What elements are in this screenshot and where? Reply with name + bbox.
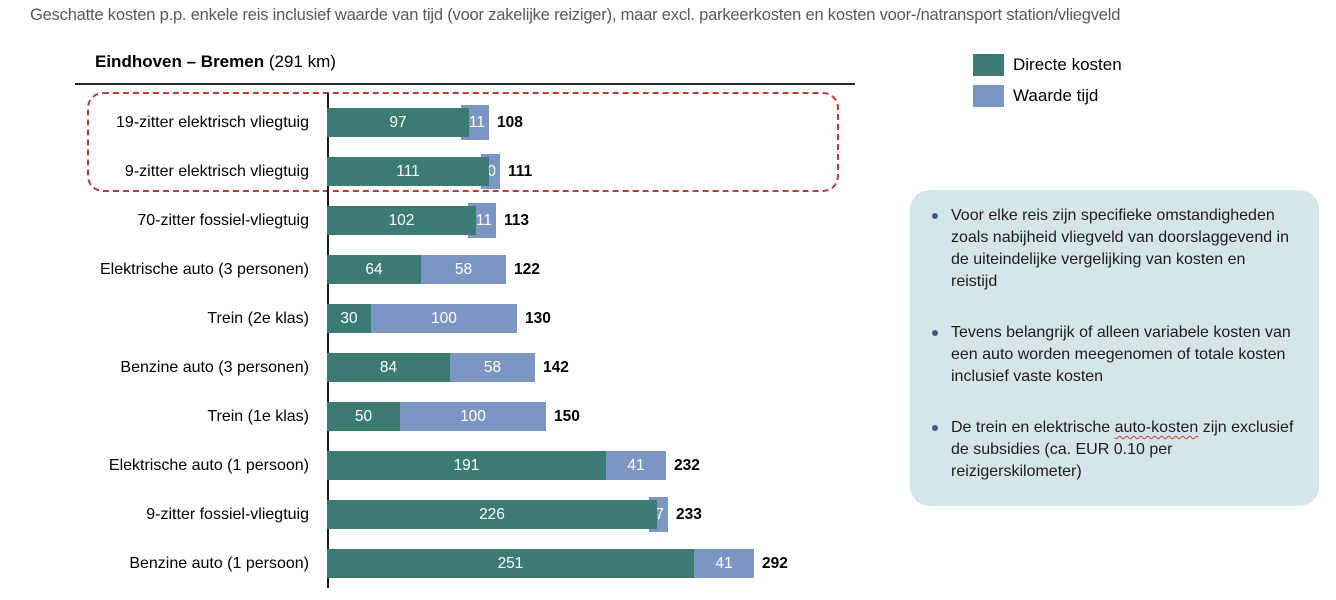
direct-cost-segment: 30: [327, 304, 371, 333]
legend-item-direct: Directe kosten: [973, 54, 1122, 76]
bar-row: 70-zitter fossiel-vliegtuig 102 11 113: [0, 196, 880, 245]
note-bullet: Voor elke reis zijn specifieke omstandig…: [925, 205, 1295, 293]
time-value-segment: 100: [371, 304, 517, 333]
legend-item-time: Waarde tijd: [973, 85, 1122, 107]
notes-callout-box: Voor elke reis zijn specifieke omstandig…: [910, 190, 1319, 506]
time-value-segment: 41: [694, 549, 754, 578]
bar-track: 64 58 122: [327, 245, 880, 294]
y-axis-line: [327, 93, 329, 588]
bar-row: Elektrische auto (3 personen) 64 58 122: [0, 245, 880, 294]
time-value-swatch-icon: [973, 85, 1004, 107]
bar-track: 251 41 292: [327, 539, 880, 588]
bar-track: 84 58 142: [327, 343, 880, 392]
category-label: 19-zitter elektrisch vliegtuig: [116, 113, 309, 131]
bar-row: Trein (1e klas) 50 100 150: [0, 392, 880, 441]
bar-row: Trein (2e klas) 30 100 130: [0, 294, 880, 343]
note-text: Tevens belangrijk of alleen variabele ko…: [951, 324, 1291, 385]
direct-cost-segment: 50: [327, 402, 400, 431]
category-label: Benzine auto (3 personen): [120, 358, 309, 376]
note-text: Voor elke reis zijn specifieke omstandig…: [951, 207, 1290, 290]
category-label: Benzine auto (1 persoon): [129, 554, 309, 572]
electric-aircraft-highlight-box: [87, 92, 839, 192]
total-cost-label: 122: [514, 260, 540, 278]
direct-cost-segment: 111: [327, 157, 489, 186]
time-value-segment: 58: [450, 353, 535, 382]
total-cost-label: 111: [508, 162, 533, 180]
category-label: Elektrische auto (3 personen): [100, 260, 309, 278]
time-value-segment: 58: [421, 255, 506, 284]
bar-track: 111 0 111: [327, 147, 880, 196]
note-bullet: Tevens belangrijk of alleen variabele ko…: [925, 322, 1295, 388]
bar-track: 102 11 113: [327, 196, 880, 245]
total-cost-label: 142: [543, 358, 569, 376]
bullet-dot-icon: [932, 213, 938, 219]
total-cost-label: 130: [525, 309, 551, 327]
page-title: Geschatte kosten p.p. enkele reis inclus…: [30, 6, 1121, 24]
direct-cost-segment: 64: [327, 255, 421, 284]
category-label: Elektrische auto (1 persoon): [108, 456, 309, 474]
bar-track: 191 41 232: [327, 441, 880, 490]
bar-row: Benzine auto (3 personen) 84 58 142: [0, 343, 880, 392]
chart-title-distance: (291 km): [264, 52, 336, 71]
total-cost-label: 113: [504, 211, 530, 229]
bar-chart: 19-zitter elektrisch vliegtuig 97 11 108 9-z…: [0, 93, 880, 588]
legend-label-time: Waarde tijd: [1013, 86, 1099, 105]
bar-track: 226 7 233: [327, 490, 880, 539]
bar-row: 9-zitter elektrisch vliegtuig 111 0 111: [0, 147, 880, 196]
direct-cost-segment: 191: [327, 451, 606, 480]
total-cost-label: 108: [497, 113, 523, 131]
total-cost-label: 233: [676, 505, 702, 523]
chart-title-underline: [75, 83, 855, 85]
total-cost-label: 292: [762, 554, 788, 572]
total-cost-label: 232: [674, 456, 700, 474]
bar-row: 9-zitter fossiel-vliegtuig 226 7 233: [0, 490, 880, 539]
chart-legend: Directe kosten Waarde tijd: [973, 54, 1122, 107]
bar-row: Elektrische auto (1 persoon) 191 41 232: [0, 441, 880, 490]
bullet-dot-icon: [932, 330, 938, 336]
direct-cost-segment: 226: [327, 500, 657, 529]
bar-track: 30 100 130: [327, 294, 880, 343]
category-label: 9-zitter fossiel-vliegtuig: [146, 505, 309, 523]
category-label: Trein (2e klas): [207, 309, 309, 327]
category-label: 70-zitter fossiel-vliegtuig: [137, 211, 309, 229]
bullet-dot-icon: [932, 425, 938, 431]
legend-label-direct: Directe kosten: [1013, 55, 1122, 74]
time-value-segment: 100: [400, 402, 546, 431]
direct-cost-segment: 102: [327, 206, 476, 235]
bar-row: Benzine auto (1 persoon) 251 41 292: [0, 539, 880, 588]
bar-track: 97 11 108: [327, 98, 880, 147]
bar-row: 19-zitter elektrisch vliegtuig 97 11 108: [0, 98, 880, 147]
category-label: Trein (1e klas): [207, 407, 309, 425]
direct-costs-swatch-icon: [973, 54, 1004, 76]
category-label: 9-zitter elektrisch vliegtuig: [124, 162, 309, 180]
chart-title-route: Eindhoven – Bremen: [95, 52, 265, 71]
time-value-segment: 41: [606, 451, 666, 480]
chart-title: Eindhoven – Bremen (291 km): [95, 52, 336, 72]
direct-cost-segment: 251: [327, 549, 694, 578]
note-text: De trein en elektrische auto-kosten zijn…: [951, 419, 1294, 480]
direct-cost-segment: 97: [327, 108, 469, 137]
note-bullet: De trein en elektrische auto-kosten zijn…: [925, 417, 1295, 483]
direct-cost-segment: 84: [327, 353, 450, 382]
bar-track: 50 100 150: [327, 392, 880, 441]
total-cost-label: 150: [554, 407, 580, 425]
spellcheck-underlined-text: auto-kosten: [1114, 419, 1199, 436]
chart-rows: 19-zitter elektrisch vliegtuig 97 11 108 9-z…: [0, 98, 880, 588]
